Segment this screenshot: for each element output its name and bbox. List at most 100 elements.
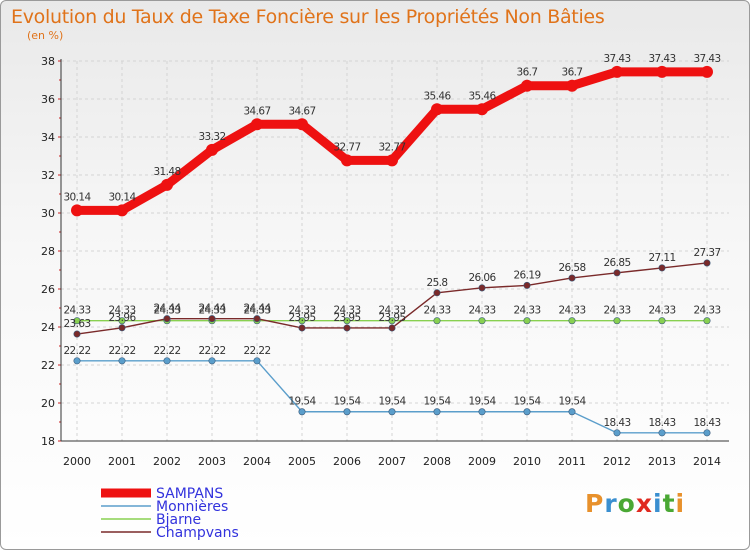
data-point <box>298 324 306 332</box>
data-point <box>253 315 261 323</box>
logo-letter: t <box>662 489 676 518</box>
data-point <box>613 429 621 437</box>
x-tick-label: 2003 <box>198 455 226 468</box>
data-point <box>116 204 128 217</box>
data-point <box>611 65 623 78</box>
data-label: 19.54 <box>378 396 406 408</box>
data-point <box>388 324 396 332</box>
data-point <box>163 315 171 323</box>
data-point <box>118 317 126 325</box>
data-label: 19.54 <box>333 396 361 408</box>
data-label: 37.43 <box>648 53 675 65</box>
logo-letter: i <box>653 489 663 518</box>
data-point <box>658 317 666 325</box>
data-point <box>343 317 351 325</box>
data-label: 33.32 <box>198 131 225 143</box>
data-label: 22.22 <box>198 345 225 357</box>
x-tick-label: 2002 <box>153 455 181 468</box>
data-label: 22.22 <box>108 345 135 357</box>
data-label: 34.67 <box>288 105 315 117</box>
data-point <box>658 264 666 272</box>
y-tick-label: 36 <box>41 93 55 106</box>
y-tick-label: 34 <box>41 131 55 144</box>
x-tick-label: 2010 <box>513 455 541 468</box>
data-label: 32.77 <box>333 141 360 153</box>
data-point <box>478 408 486 416</box>
data-point <box>71 204 83 217</box>
x-tick-label: 2005 <box>288 455 316 468</box>
chart-title: Evolution du Taux de Taxe Foncière sur l… <box>11 6 605 28</box>
data-label: 19.54 <box>468 396 496 408</box>
data-label: 24.44 <box>243 303 271 315</box>
data-label: 23.95 <box>288 312 315 324</box>
data-label: 30.14 <box>108 191 136 203</box>
y-tick-label: 24 <box>41 321 55 334</box>
logo-letter: o <box>617 489 636 518</box>
data-label: 26.85 <box>603 257 630 269</box>
data-point <box>253 357 261 365</box>
data-label: 24.33 <box>63 305 90 317</box>
data-label: 24.33 <box>693 305 720 317</box>
data-label: 19.54 <box>513 396 541 408</box>
data-point <box>568 317 576 325</box>
data-point <box>296 118 308 131</box>
data-point <box>388 408 396 416</box>
data-label: 32.77 <box>378 141 405 153</box>
data-point <box>566 79 578 92</box>
data-label: 24.44 <box>153 303 181 315</box>
data-label: 22.22 <box>243 345 270 357</box>
data-label: 24.33 <box>603 305 630 317</box>
data-point <box>568 408 576 416</box>
data-point <box>701 65 713 78</box>
x-tick-label: 2008 <box>423 455 451 468</box>
data-label: 18.43 <box>648 417 675 429</box>
logo-letter: i <box>675 489 686 518</box>
proxiti-logo: Proxiti <box>585 489 685 518</box>
data-point <box>118 324 126 332</box>
data-label: 36.7 <box>517 67 538 79</box>
x-tick-label: 2000 <box>63 455 91 468</box>
data-point <box>298 317 306 325</box>
data-point <box>613 317 621 325</box>
y-tick-label: 22 <box>41 359 55 372</box>
data-label: 34.67 <box>243 105 270 117</box>
x-tick-label: 2009 <box>468 455 496 468</box>
data-label: 35.46 <box>423 90 451 102</box>
x-tick-label: 2007 <box>378 455 406 468</box>
data-label: 19.54 <box>423 396 451 408</box>
data-point <box>703 429 711 437</box>
data-label: 37.43 <box>603 53 630 65</box>
data-point <box>343 324 351 332</box>
data-label: 24.33 <box>198 305 225 317</box>
x-tick-label: 2014 <box>693 455 721 468</box>
x-tick-label: 2013 <box>648 455 676 468</box>
data-point <box>613 269 621 277</box>
data-point <box>703 317 711 325</box>
data-point <box>73 330 81 338</box>
data-point <box>386 154 398 167</box>
logo-letter: P <box>585 489 605 518</box>
data-point <box>118 357 126 365</box>
data-label: 27.11 <box>648 252 675 264</box>
y-tick-label: 18 <box>41 435 55 448</box>
data-point <box>478 317 486 325</box>
y-tick-label: 20 <box>41 397 55 410</box>
data-label: 24.33 <box>108 305 135 317</box>
data-point <box>388 317 396 325</box>
data-point <box>433 317 441 325</box>
chart-subtitle: (en %) <box>27 29 64 42</box>
data-label: 24.33 <box>288 305 315 317</box>
logo-letter: r <box>604 489 618 518</box>
data-point <box>341 154 353 167</box>
data-label: 24.33 <box>468 305 495 317</box>
data-point <box>433 408 441 416</box>
data-label: 24.33 <box>558 305 585 317</box>
legend-label: Monnières <box>156 499 228 515</box>
data-label: 19.54 <box>558 396 586 408</box>
data-point <box>476 103 488 116</box>
y-tick-label: 30 <box>41 207 55 220</box>
data-point <box>568 274 576 282</box>
data-label: 25.8 <box>427 277 448 289</box>
